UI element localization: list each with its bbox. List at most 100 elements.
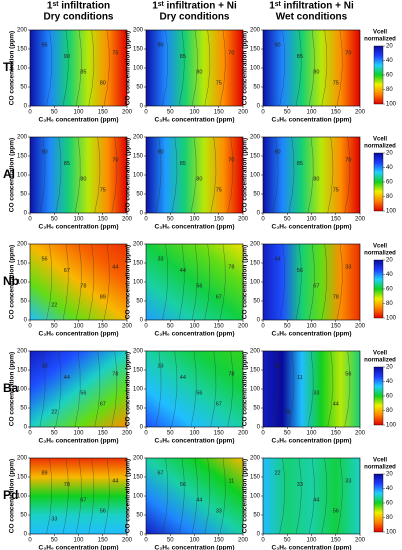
contour-label: 89 bbox=[100, 295, 106, 301]
colorbar-tick-label: 80 bbox=[386, 515, 393, 521]
x-tick-label: 0 bbox=[28, 431, 32, 437]
x-tick-label: 150 bbox=[331, 538, 342, 544]
y-tick-label: 200 bbox=[250, 456, 261, 462]
contour-line bbox=[62, 29, 69, 107]
contour-label: 75 bbox=[216, 81, 222, 87]
contour-label: 85 bbox=[180, 161, 186, 167]
contour-label: 80 bbox=[313, 176, 319, 182]
contour-line bbox=[227, 350, 234, 428]
y-tick-label: 50 bbox=[20, 406, 27, 412]
y-tick-label: 0 bbox=[140, 318, 144, 324]
y-axis-label: CO concentration (ppm) bbox=[242, 459, 249, 533]
contour-label: 70 bbox=[228, 50, 234, 56]
x-tick-label: 50 bbox=[167, 431, 174, 437]
y-tick-label: 100 bbox=[17, 387, 28, 393]
y-tick-label: 200 bbox=[250, 28, 261, 34]
x-axis-label: C₃H₆ concentration (ppm) bbox=[39, 545, 119, 550]
x-tick-label: 50 bbox=[284, 538, 291, 544]
contour-field bbox=[145, 136, 244, 214]
contour-label: 44 bbox=[196, 497, 202, 503]
x-tick-label: 150 bbox=[98, 217, 109, 223]
contour-line bbox=[55, 350, 62, 428]
contour-line bbox=[295, 457, 302, 535]
contour-line bbox=[336, 457, 343, 535]
contour-line bbox=[191, 29, 198, 107]
y-tick-label: 50 bbox=[253, 85, 260, 91]
contour-line bbox=[344, 136, 351, 214]
colorbar-tick-label: 100 bbox=[386, 530, 397, 536]
y-tick-label: 100 bbox=[250, 494, 261, 500]
contour-label: 11 bbox=[229, 478, 235, 484]
x-tick-label: 0 bbox=[261, 538, 265, 544]
contour-line bbox=[308, 29, 315, 107]
contour-line bbox=[171, 136, 178, 214]
x-tick-label: 200 bbox=[238, 538, 249, 544]
contour-label: 70 bbox=[345, 157, 351, 163]
contour-label: 22 bbox=[274, 364, 280, 370]
contour-label: 70 bbox=[228, 157, 234, 163]
contour-label: 33 bbox=[313, 390, 319, 396]
x-tick-label: 50 bbox=[284, 217, 291, 223]
y-tick-label: 150 bbox=[133, 261, 144, 267]
contour-label: 78 bbox=[284, 409, 290, 415]
contour-line bbox=[39, 350, 46, 428]
x-axis-label: C₃H₆ concentration (ppm) bbox=[155, 117, 235, 124]
contour-label: 67 bbox=[80, 497, 86, 503]
contour-label: 22 bbox=[51, 409, 57, 415]
contour-label: 80 bbox=[196, 176, 202, 182]
contour-line bbox=[219, 457, 226, 535]
contour-line bbox=[191, 457, 198, 535]
x-tick-label: 0 bbox=[261, 217, 265, 223]
contour-line bbox=[204, 29, 211, 107]
contour-field bbox=[145, 350, 244, 428]
x-tick-label: 150 bbox=[331, 431, 342, 437]
y-axis-label: CO concentration (ppm) bbox=[125, 138, 132, 212]
contour-label: 85 bbox=[297, 161, 303, 167]
contour-line bbox=[204, 457, 211, 535]
contour-label: 44 bbox=[180, 375, 186, 381]
y-tick-label: 150 bbox=[133, 154, 144, 160]
contour-line bbox=[210, 350, 217, 428]
contour-line bbox=[155, 350, 162, 428]
contour-line bbox=[103, 243, 110, 321]
contour-line bbox=[191, 243, 198, 321]
y-tick-label: 0 bbox=[257, 425, 261, 431]
x-axis-label: C₃H₆ concentration (ppm) bbox=[272, 545, 352, 550]
contour-line bbox=[162, 243, 169, 321]
y-tick-label: 0 bbox=[24, 318, 28, 324]
y-tick-label: 200 bbox=[133, 456, 144, 462]
x-tick-label: 100 bbox=[189, 110, 200, 116]
x-tick-label: 200 bbox=[122, 538, 133, 544]
x-tick-label: 50 bbox=[167, 110, 174, 116]
y-tick-label: 0 bbox=[257, 318, 261, 324]
x-tick-label: 200 bbox=[122, 217, 133, 223]
contour-label: 56 bbox=[100, 509, 106, 515]
colorbar-tick-label: 100 bbox=[386, 423, 397, 429]
contour-field bbox=[262, 350, 361, 428]
x-tick-label: 150 bbox=[98, 538, 109, 544]
colorbar-tick-label: 20 bbox=[386, 44, 393, 50]
contour-line bbox=[178, 29, 185, 107]
contour-line bbox=[308, 457, 315, 535]
contour-label: 85 bbox=[80, 69, 86, 75]
contour-label: 78 bbox=[228, 371, 234, 377]
y-tick-label: 150 bbox=[250, 475, 261, 481]
colorbar-tick-label: 40 bbox=[386, 379, 393, 385]
contour-label: 67 bbox=[216, 295, 222, 301]
colorbar-tick-label: 80 bbox=[386, 87, 393, 93]
x-tick-label: 50 bbox=[284, 431, 291, 437]
x-tick-label: 150 bbox=[331, 324, 342, 330]
contour-label: 67 bbox=[100, 402, 106, 408]
contour-label: 33 bbox=[297, 482, 303, 488]
column-title: 1ˢᵗ infiltration + Ni bbox=[152, 1, 237, 12]
contour-line bbox=[74, 136, 81, 214]
contour-label: 75 bbox=[333, 81, 339, 87]
x-tick-label: 100 bbox=[189, 324, 200, 330]
y-tick-label: 100 bbox=[17, 280, 28, 286]
y-tick-label: 0 bbox=[24, 211, 28, 217]
x-axis-label: C₃H₆ concentration (ppm) bbox=[39, 438, 119, 445]
contour-label: 33 bbox=[345, 264, 351, 270]
y-tick-label: 50 bbox=[136, 85, 143, 91]
contour-line bbox=[190, 136, 197, 214]
x-tick-label: 150 bbox=[214, 217, 225, 223]
